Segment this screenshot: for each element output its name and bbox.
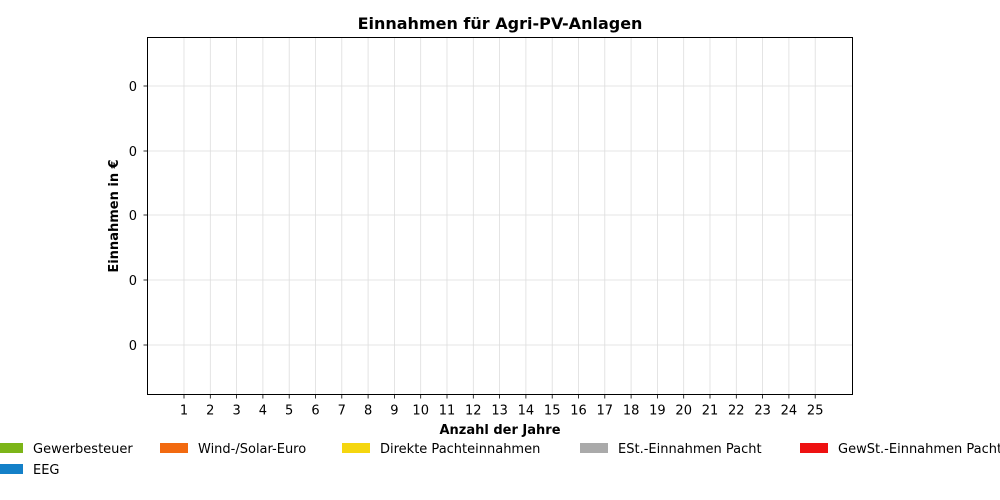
legend-label: ESt.-Einnahmen Pacht — [618, 442, 762, 457]
legend-swatch — [0, 443, 23, 453]
x-tick-label: 17 — [597, 404, 614, 419]
x-tick-label: 19 — [649, 404, 666, 419]
y-axis-label: Einnahmen in € — [107, 159, 122, 272]
x-tick-label: 5 — [285, 404, 293, 419]
x-tick-label: 22 — [728, 404, 745, 419]
x-tick-label: 14 — [518, 404, 535, 419]
x-tick-label: 1 — [180, 404, 188, 419]
x-tick-label: 6 — [311, 404, 319, 419]
legend-item: Wind-/Solar-Euro — [160, 442, 306, 457]
y-tick-label: 0 — [129, 209, 137, 224]
legend-label: Direkte Pachteinnahmen — [380, 442, 540, 457]
legend-swatch — [800, 443, 828, 453]
legend-label: EEG — [33, 463, 60, 478]
y-tick-label: 0 — [129, 80, 137, 95]
x-tick-label: 4 — [259, 404, 267, 419]
x-tick-label: 3 — [232, 404, 240, 419]
legend: Gewerbesteuer Wind-/Solar-Euro Direkte Pac… — [0, 442, 1000, 478]
legend-item: ESt.-Einnahmen Pacht — [580, 442, 762, 457]
x-tick-label: 21 — [702, 404, 719, 419]
x-tick-label: 13 — [491, 404, 508, 419]
x-tick-label: 23 — [754, 404, 771, 419]
x-axis-label: Anzahl der Jahre — [439, 423, 560, 438]
legend-swatch — [342, 443, 370, 453]
x-tick-label: 20 — [675, 404, 692, 419]
x-tick-label: 7 — [338, 404, 346, 419]
y-tick-label: 0 — [129, 145, 137, 160]
legend-label: Wind-/Solar-Euro — [198, 442, 306, 457]
legend-item: GewSt.-Einnahmen Pacht — [800, 442, 1000, 457]
chart-title: Einnahmen für Agri-PV-Anlagen — [358, 14, 643, 33]
legend-label: Gewerbesteuer — [33, 442, 133, 457]
x-tick-label: 11 — [439, 404, 456, 419]
x-tick-label: 8 — [364, 404, 372, 419]
x-tick-label: 2 — [206, 404, 214, 419]
x-tick-label: 15 — [544, 404, 561, 419]
x-axis-ticks: 1 2 3 4 5 6 7 8 9 10 11 12 13 14 15 16 17 18 19 20 21 22 23 24 2… — [180, 394, 824, 419]
legend-item: EEG — [0, 463, 60, 478]
y-tick-label: 0 — [129, 339, 137, 354]
x-tick-label: 24 — [781, 404, 798, 419]
x-tick-label: 10 — [412, 404, 429, 419]
y-axis-ticks: 0 0 0 0 0 — [129, 80, 148, 354]
legend-item: Gewerbesteuer — [0, 442, 133, 457]
legend-label: GewSt.-Einnahmen Pacht — [838, 442, 1000, 457]
x-tick-label: 9 — [390, 404, 398, 419]
x-tick-label: 12 — [465, 404, 482, 419]
x-tick-label: 16 — [570, 404, 587, 419]
legend-item: Direkte Pachteinnahmen — [342, 442, 540, 457]
x-tick-label: 18 — [623, 404, 640, 419]
gridlines — [147, 37, 853, 395]
legend-swatch — [580, 443, 608, 453]
legend-swatch — [160, 443, 188, 453]
y-tick-label: 0 — [129, 274, 137, 289]
legend-swatch — [0, 464, 23, 474]
x-tick-label: 25 — [807, 404, 824, 419]
